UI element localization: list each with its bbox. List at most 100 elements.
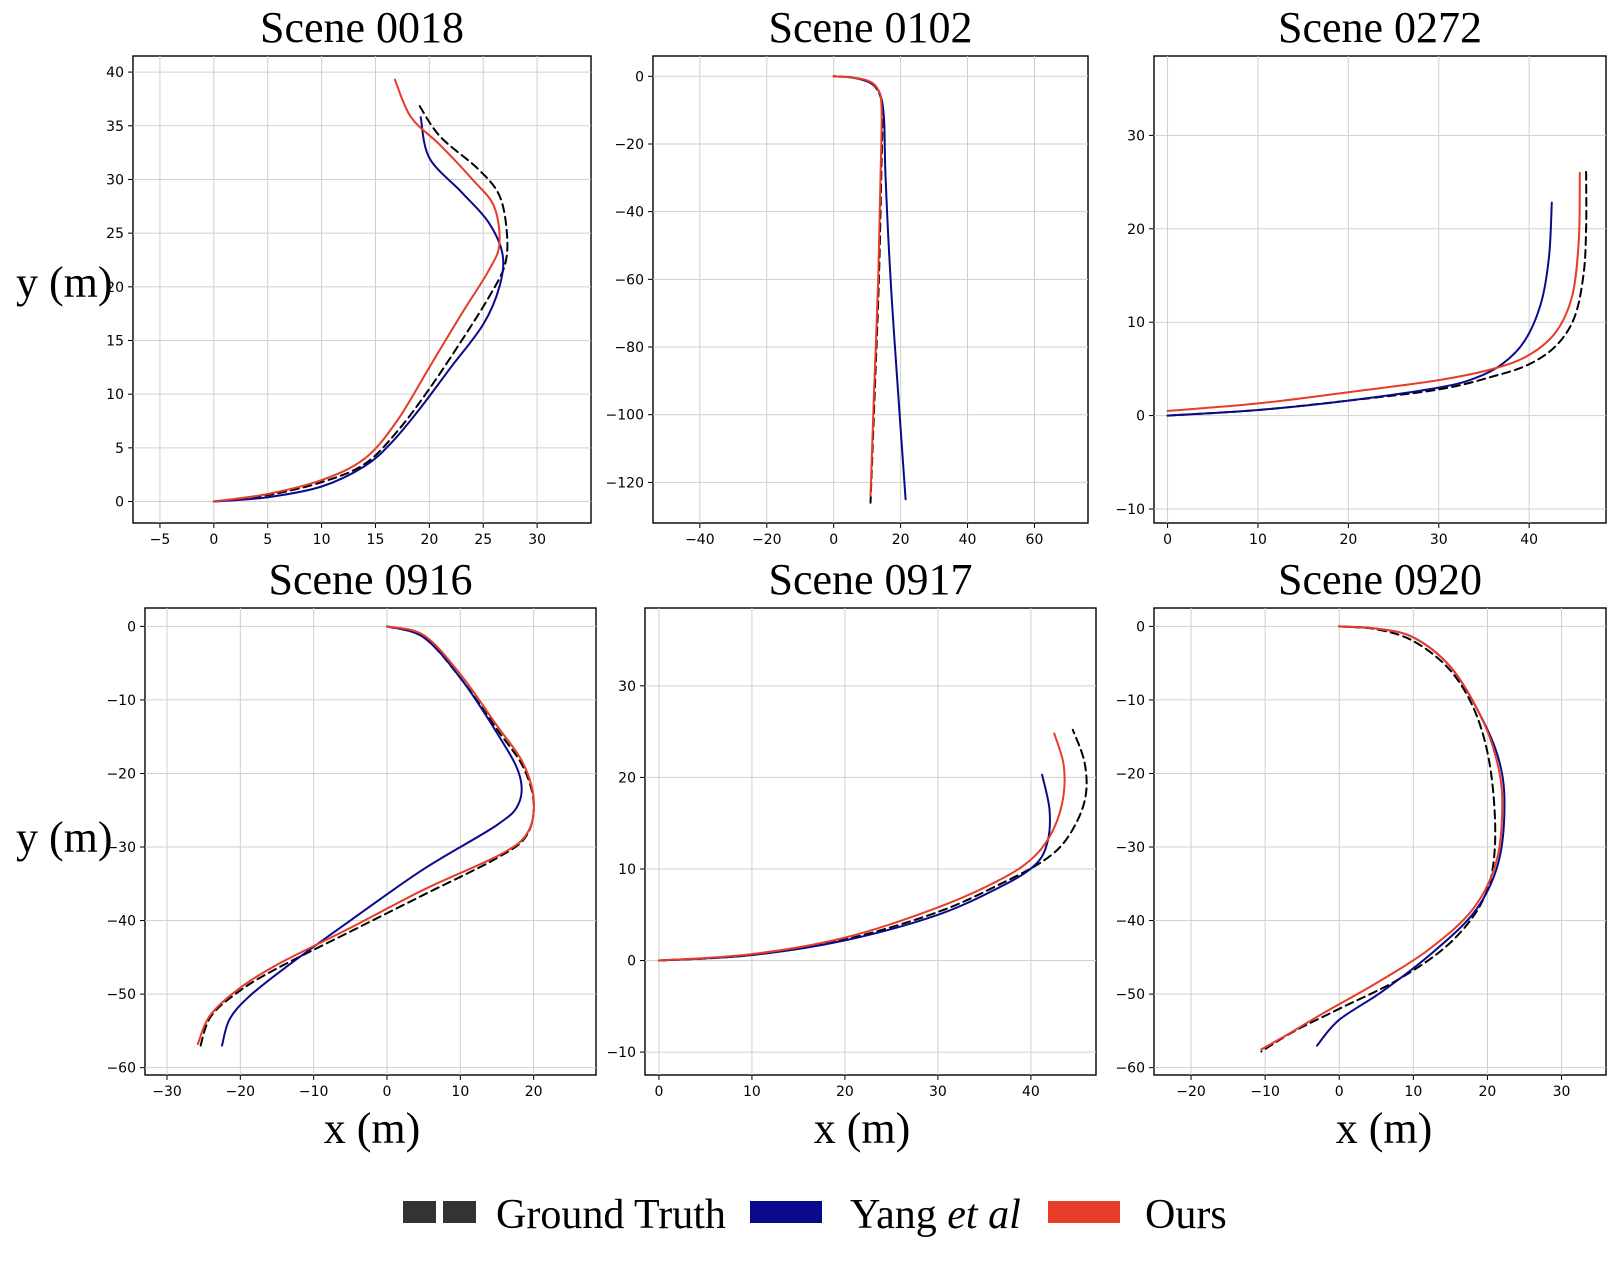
series-line-yang: [221, 625, 523, 1047]
legend-label-ground-truth: Ground Truth: [496, 1192, 726, 1238]
y-tick-label: 0: [115, 495, 124, 511]
series-line-yang: [657, 773, 1051, 962]
y-tick-label: 30: [1127, 128, 1145, 144]
y-tick-label: −40: [1115, 914, 1145, 930]
y-tick-label: 20: [106, 280, 124, 296]
y-tick-label: 20: [1127, 222, 1145, 238]
y-tick-label: −10: [106, 693, 136, 709]
plot-frame: [1153, 55, 1607, 524]
series-line-ours: [1166, 171, 1581, 412]
x-tick-label: 20: [420, 532, 438, 548]
plot-frame: [652, 55, 1089, 524]
y-tick-label: −30: [1115, 840, 1145, 856]
panel-title: Scene 0102: [768, 3, 972, 52]
x-axis-label-right: x (m): [1336, 1104, 1433, 1153]
x-tick-label: −40: [685, 532, 715, 548]
plot-frame: [144, 607, 597, 1076]
y-tick-label: −50: [1115, 987, 1145, 1003]
panel-title: Scene 0917: [768, 555, 972, 604]
x-tick-label: 10: [1404, 1084, 1422, 1100]
x-axis-label-left: x (m): [324, 1104, 421, 1153]
panel-title: Scene 0916: [268, 555, 472, 604]
y-tick-label: −20: [614, 137, 644, 153]
x-tick-label: 15: [367, 532, 385, 548]
series-line-ours: [1260, 625, 1504, 1051]
y-tick-label: 30: [106, 172, 124, 188]
x-tick-label: 20: [892, 532, 910, 548]
y-tick-label: 35: [106, 119, 124, 135]
legend-swatch-ground-truth: [403, 1201, 476, 1223]
panel-title: Scene 0018: [260, 3, 464, 52]
x-axis-label-middle: x (m): [814, 1104, 911, 1153]
series-line-ours: [212, 78, 501, 503]
plot-frame: [132, 55, 592, 524]
y-tick-label: 0: [635, 69, 644, 85]
panel-2: Scene 0102 −40 −20 0 20 40 60 0 −20 −40 −60 −80 −100…: [606, 3, 1089, 548]
x-tick-label: 20: [1479, 1084, 1497, 1100]
y-tick-label: 0: [1136, 409, 1145, 425]
x-tick-label: 60: [1026, 532, 1044, 548]
x-tick-label: 30: [1553, 1084, 1571, 1100]
x-tick-label: −30: [152, 1084, 182, 1100]
y-tick-label: −60: [106, 1061, 136, 1077]
y-axis-label-top: y (m): [16, 258, 113, 307]
series-line-ours: [657, 732, 1066, 962]
plot-frame: [644, 607, 1097, 1076]
series-line-yang: [1166, 201, 1553, 417]
y-tick-label: −120: [606, 475, 644, 491]
series-line-ours: [832, 75, 883, 497]
legend-swatch-ours: [1048, 1201, 1120, 1223]
panel-5: Scene 0917 0 10 20 30 40 −10 0 10 20 30: [606, 555, 1097, 1100]
y-tick-label: 40: [106, 65, 124, 81]
y-tick-label: −40: [106, 914, 136, 930]
x-tick-label: 10: [1249, 532, 1267, 548]
legend-label-yang: Yang et al: [850, 1192, 1021, 1238]
series-line-ground-truth: [1260, 625, 1497, 1053]
y-tick-label: −80: [614, 340, 644, 356]
x-tick-label: 0: [654, 1084, 663, 1100]
panel-title: Scene 0920: [1278, 555, 1482, 604]
x-tick-label: −20: [752, 532, 782, 548]
series-line-yang: [212, 116, 505, 503]
series-line-ours: [196, 625, 535, 1046]
y-tick-label: −50: [106, 987, 136, 1003]
y-tick-label: −10: [1115, 502, 1145, 518]
legend-label-ours: Ours: [1145, 1192, 1227, 1238]
panel-6: Scene 0920 −20 −10 0 10 20 30 0 −10 −20 −30 −40 −50 −…: [1115, 555, 1607, 1100]
panel-1: Scene 0018 −5 0 5 10 15 20 25 30 0 5 10 15 20 25 30 35 40: [106, 3, 592, 548]
panel-title: Scene 0272: [1278, 3, 1482, 52]
y-tick-label: 10: [1127, 315, 1145, 331]
x-tick-label: 0: [1163, 532, 1172, 548]
y-tick-label: 0: [127, 619, 136, 635]
panel-3: Scene 0272 0 10 20 30 40 −10 0 10 20 30: [1115, 3, 1607, 548]
x-tick-label: −20: [226, 1084, 256, 1100]
y-tick-label: −10: [1115, 693, 1145, 709]
x-tick-label: 20: [525, 1084, 543, 1100]
x-tick-label: 10: [313, 532, 331, 548]
x-tick-label: 40: [1022, 1084, 1040, 1100]
plot-frame: [1153, 607, 1607, 1076]
y-tick-label: −100: [606, 408, 644, 424]
x-tick-label: 20: [836, 1084, 854, 1100]
y-tick-label: 10: [106, 387, 124, 403]
x-tick-label: 10: [451, 1084, 469, 1100]
y-tick-label: 15: [106, 333, 124, 349]
y-tick-label: −10: [606, 1045, 636, 1061]
chart-panels: Scene 0018−5 0 5 10 15 20 25 300510152025303540…: [106, 3, 1607, 1100]
y-tick-label: −60: [614, 272, 644, 288]
x-tick-label: 5: [263, 532, 272, 548]
x-tick-label: 0: [383, 1084, 392, 1100]
x-tick-label: −10: [299, 1084, 329, 1100]
y-tick-label: −20: [106, 766, 136, 782]
x-tick-label: 20: [1339, 532, 1357, 548]
legend-swatch-yang: [750, 1201, 822, 1223]
x-tick-label: 25: [474, 532, 492, 548]
x-tick-label: 0: [1335, 1084, 1344, 1100]
y-tick-label: 30: [618, 679, 636, 695]
y-axis-label-bottom: y (m): [16, 813, 113, 862]
legend: Ground Truth Yang et al Ours: [403, 1192, 1227, 1238]
y-tick-label: 0: [1136, 619, 1145, 635]
x-tick-label: 10: [743, 1084, 761, 1100]
x-tick-label: 30: [929, 1084, 947, 1100]
